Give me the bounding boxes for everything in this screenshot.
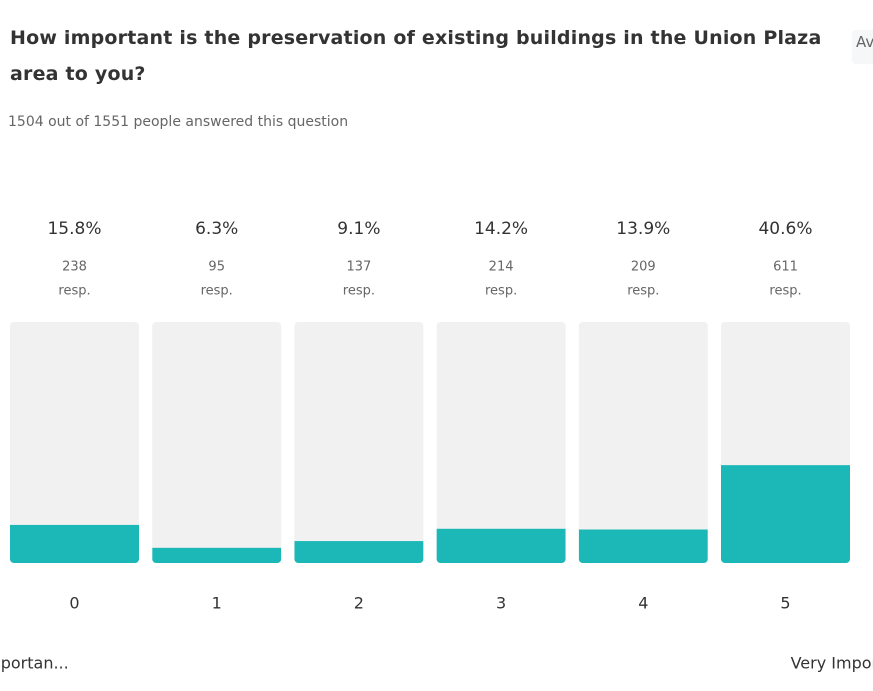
category-label: 3 bbox=[496, 594, 506, 613]
count-label: 238 bbox=[62, 260, 87, 275]
count-label: 209 bbox=[631, 260, 656, 275]
resp-label: resp. bbox=[343, 284, 375, 299]
bar bbox=[721, 465, 850, 563]
category-label: 5 bbox=[780, 594, 790, 613]
resp-label: resp. bbox=[201, 284, 233, 299]
percent-label: 15.8% bbox=[47, 219, 101, 239]
bar-track bbox=[578, 322, 708, 563]
percent-label: 14.2% bbox=[474, 219, 528, 239]
count-label: 95 bbox=[208, 260, 225, 275]
count-label: 214 bbox=[489, 260, 514, 275]
side-button[interactable]: Av bbox=[852, 30, 873, 64]
category-label: 2 bbox=[354, 594, 364, 613]
category-label: 4 bbox=[638, 594, 648, 613]
percent-label: 9.1% bbox=[337, 219, 380, 239]
low-label: Not Importan... bbox=[0, 654, 69, 673]
count-label: 611 bbox=[773, 260, 798, 275]
bar-track bbox=[436, 322, 566, 563]
percent-label: 13.9% bbox=[616, 219, 670, 239]
high-label: Very Importa... bbox=[791, 654, 873, 673]
resp-label: resp. bbox=[58, 284, 90, 299]
count-label: 137 bbox=[346, 260, 371, 275]
bar bbox=[152, 547, 282, 563]
bar bbox=[436, 528, 566, 563]
answer-count: 1504 out of 1551 people answered this qu… bbox=[8, 114, 349, 130]
percent-label: 40.6% bbox=[758, 219, 812, 239]
resp-label: resp. bbox=[485, 284, 517, 299]
bar bbox=[10, 524, 139, 563]
bar bbox=[294, 541, 424, 563]
bar-track bbox=[294, 322, 424, 563]
category-label: 0 bbox=[69, 594, 79, 613]
bar-track bbox=[152, 322, 282, 563]
question-title: How important is the preservation of exi… bbox=[10, 27, 822, 85]
resp-label: resp. bbox=[769, 284, 801, 299]
percent-label: 6.3% bbox=[195, 219, 238, 239]
bar-track bbox=[10, 322, 139, 563]
category-label: 1 bbox=[212, 594, 222, 613]
bar bbox=[578, 529, 708, 563]
resp-label: resp. bbox=[627, 284, 659, 299]
